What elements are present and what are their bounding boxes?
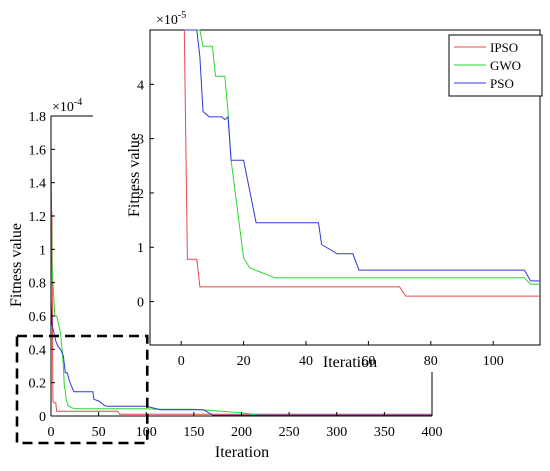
main-exponent-power: -4 <box>74 97 82 108</box>
main-chart: 0 50 100 150 200 250 300 350 400 00.20.40.60.811… <box>8 97 443 461</box>
inset-series-pso <box>184 29 540 282</box>
inset-series-ipso <box>183 29 540 297</box>
main-x-tick-label: 200 <box>231 425 252 440</box>
main-series-group <box>50 149 432 416</box>
main-y-tick-label: 0.2 <box>29 377 47 392</box>
main-series-pso <box>50 299 432 416</box>
main-y-axis-label: Fitness value <box>8 223 25 307</box>
inset-x-tick-label: 40 <box>299 354 313 369</box>
main-y-tick-label: 0.8 <box>29 277 47 292</box>
inset-x-tick-label: 100 <box>483 354 504 369</box>
inset-y-tick-label: 0 <box>137 296 144 311</box>
main-x-tick-label: 300 <box>326 425 347 440</box>
main-y-tick-label: 0.4 <box>29 343 47 358</box>
main-y-tick-label: 1.2 <box>29 210 47 225</box>
main-x-tick-label: 100 <box>136 425 157 440</box>
legend-label-gwo: GWO <box>490 58 521 73</box>
inset-exponent-power: -5 <box>178 10 186 21</box>
main-x-tick-label: 0 <box>48 425 55 440</box>
inset-y-tick-label: 3 <box>137 133 144 148</box>
main-exponent-label: ×10-4 <box>52 97 82 115</box>
main-x-tick-label: 400 <box>422 425 443 440</box>
inset-exponent-label: ×10-5 <box>156 10 186 28</box>
inset-y-tick-label: 2 <box>137 187 144 202</box>
inset-series-group <box>183 29 540 297</box>
inset-y-tick-label: 1 <box>137 241 144 256</box>
inset-y-axis-label: Fitness value <box>126 133 143 217</box>
inset-y-tick-label: 4 <box>137 78 144 93</box>
inset-y-ticks: 0 1 2 3 4 <box>137 78 154 311</box>
main-y-ticks: 0 0.2 0.4 0.6 0.8 1 1.2 1.4 1.6 1.8 <box>29 110 55 425</box>
inset-x-tick-label: 0 <box>178 354 185 369</box>
legend-label-ipso: IPSO <box>490 40 518 55</box>
main-exponent-base: ×10 <box>52 100 74 115</box>
inset-x-tick-label: 20 <box>237 354 251 369</box>
main-y-tick-label: 1.8 <box>29 110 47 125</box>
main-y-tick-label: 1 <box>39 243 46 258</box>
legend-label-pso: PSO <box>490 76 514 91</box>
main-y-tick-label: 1.6 <box>29 143 47 158</box>
main-x-axis-label: Iteration <box>215 444 269 461</box>
main-x-tick-label: 150 <box>183 425 204 440</box>
main-x-tick-label: 350 <box>374 425 395 440</box>
zoom-inset-chart: 0 20 40 60 80 100 0 1 2 3 4 Iteration Fitness val… <box>126 10 543 371</box>
legend: IPSO GWO PSO <box>448 34 543 97</box>
inset-exponent-base: ×10 <box>156 13 178 28</box>
main-y-tick-label: 0.6 <box>29 310 47 325</box>
main-x-ticks: 0 50 100 150 200 250 300 350 400 <box>48 412 443 440</box>
inset-x-axis-label: Iteration <box>323 354 377 371</box>
main-x-tick-label: 50 <box>92 425 106 440</box>
inset-x-tick-label: 80 <box>424 354 438 369</box>
inset-x-ticks: 0 20 40 60 80 100 <box>178 341 504 369</box>
zoom-highlight-box <box>15 334 149 445</box>
main-y-tick-label: 0 <box>39 410 46 425</box>
main-x-tick-label: 250 <box>279 425 300 440</box>
inset-x-tick-label: 60 <box>361 354 375 369</box>
main-y-tick-label: 1.4 <box>29 177 47 192</box>
